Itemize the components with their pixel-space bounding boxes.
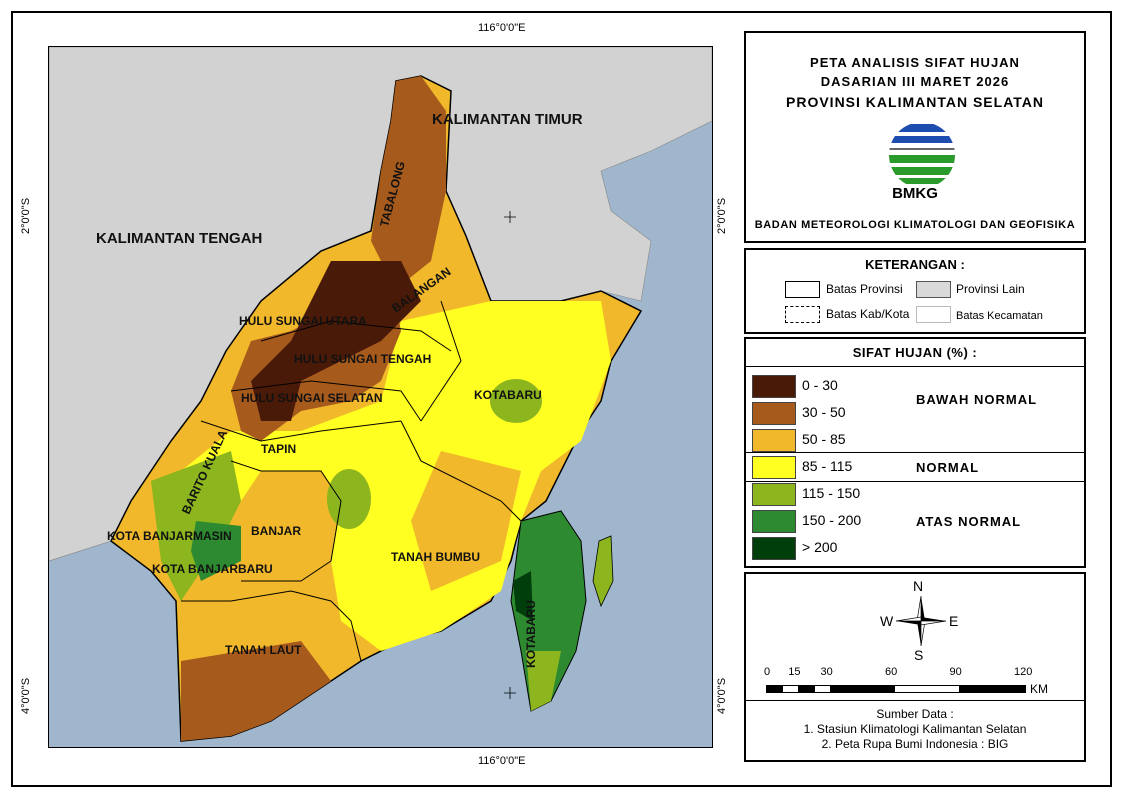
legend-label: 50 - 85 (802, 431, 846, 447)
keterangan-panel: KETERANGAN : Batas Provinsi Provinsi Lai… (744, 248, 1086, 334)
scale-tick: 30 (820, 666, 833, 678)
label-kotabaru-n: KOTABARU (474, 388, 542, 402)
title-line-2: DASARIAN III MARET 2026 (820, 74, 1010, 89)
batas-kecamatan-label: Batas Kecamatan (956, 310, 1043, 322)
bmkg-logo-text: BMKG (892, 185, 938, 202)
batas-provinsi-label: Batas Provinsi (826, 282, 903, 296)
category-normal: NORMAL (916, 460, 980, 475)
north-label: N (913, 578, 924, 594)
label-hsu: HULU SUNGAI UTARA (239, 314, 367, 328)
lon-label-top: 116°0'0"E (478, 22, 526, 34)
east-label: E (949, 613, 959, 629)
scale-tick: 90 (949, 666, 962, 678)
legend-divider (746, 452, 1084, 453)
title-line-1: PETA ANALISIS SIFAT HUJAN (810, 55, 1020, 70)
legend-title: SIFAT HUJAN (%) : (852, 345, 978, 360)
south-label: S (914, 647, 924, 663)
zone-0-30 (251, 261, 421, 421)
west-label: W (880, 613, 894, 629)
title-line-3: PROVINSI KALIMANTAN SELATAN (786, 94, 1044, 110)
scale-bar (766, 685, 1026, 693)
legend-label: 115 - 150 (802, 485, 861, 501)
label-kotabaru-s: KOTABARU (523, 600, 538, 668)
label-tanah-bumbu: TANAH BUMBU (391, 550, 481, 564)
regency-borders (181, 300, 522, 662)
legend-label: 85 - 115 (802, 458, 853, 474)
batas-provinsi-swatch (785, 281, 820, 298)
batas-kecamatan-swatch (916, 306, 951, 323)
legend-swatch (752, 537, 796, 560)
legend-label: 30 - 50 (802, 404, 846, 420)
legend-swatch (752, 402, 796, 425)
grid-crosses (504, 211, 516, 699)
label-banjarmasin: KOTA BANJARMASIN (107, 529, 232, 543)
legend-swatch (752, 429, 796, 452)
provinsi-lain-swatch (916, 281, 951, 298)
legend-label: > 200 (802, 539, 838, 555)
batas-kab-label: Batas Kab/Kota (826, 307, 910, 321)
legend-swatch (752, 483, 796, 506)
label-tanah-laut: TANAH LAUT (225, 643, 302, 657)
zone-30-50-south (181, 641, 331, 741)
outer-border (11, 11, 1112, 787)
zone-normal-mid (411, 451, 521, 591)
label-banjar: BANJAR (251, 524, 302, 538)
zone-115-150-kotabaru (490, 379, 542, 423)
pulau-laut-south (526, 651, 561, 711)
legend-swatch (752, 456, 796, 479)
map-frame[interactable]: KALIMANTAN TIMUR KALIMANTAN TENGAH TABAL… (48, 46, 713, 748)
scale-unit: KM (1030, 682, 1048, 696)
map-svg (49, 47, 712, 742)
legend-divider (746, 481, 1084, 482)
source-title: Sumber Data : (876, 707, 954, 721)
lat-label-left-4: 4°0'0"S (20, 677, 33, 715)
label-tapin: TAPIN (261, 442, 297, 456)
lon-label-bottom: 116°0'0"E (478, 755, 526, 767)
pulau-sebuku (592, 535, 614, 608)
agency-name: BADAN METEOROLOGI KLIMATOLOGI DAN GEOFIS… (754, 219, 1076, 231)
legend-swatch (752, 510, 796, 533)
legend-label: 0 - 30 (802, 377, 838, 393)
zone-115-150-center (327, 469, 371, 529)
category-atas-normal: ATAS NORMAL (916, 514, 1022, 529)
legend-label: 150 - 200 (802, 512, 862, 528)
scale-tick: 15 (788, 666, 801, 678)
zone-150-200-west (191, 521, 241, 581)
label-banjarbaru: KOTA BANJARBARU (152, 562, 273, 576)
source-line-1: 1. Stasiun Klimatologi Kalimantan Selata… (803, 722, 1027, 736)
scale-tick: 60 (885, 666, 898, 678)
label-hss: HULU SUNGAI SELATAN (241, 391, 383, 405)
keterangan-title: KETERANGAN : (865, 257, 965, 272)
provinsi-lain-label: Provinsi Lain (956, 282, 1025, 296)
label-hst: HULU SUNGAI TENGAH (294, 352, 432, 366)
pulau-laut-dark (513, 571, 533, 621)
batas-kab-swatch (785, 306, 820, 323)
lat-label-right-4: 4°0'0"S (716, 677, 729, 715)
source-line-2: 2. Peta Rupa Bumi Indonesia : BIG (821, 737, 1009, 751)
sifat-hujan-legend: SIFAT HUJAN (%) : 0 - 30 30 - 50 50 - 85 85… (744, 337, 1086, 568)
scale-panel: N S W E 0 15 30 60 90 120 KM Sumber Data : 1.… (744, 572, 1086, 762)
bmkg-logo (889, 122, 955, 188)
category-bawah-normal: BAWAH NORMAL (916, 392, 1038, 407)
lat-label-left-2: 2°0'0"S (20, 197, 33, 235)
scale-tick: 0 (764, 666, 771, 678)
legend-swatch (752, 375, 796, 398)
north-arrow-icon (895, 595, 947, 647)
label-kaltim: KALIMANTAN TIMUR (432, 111, 583, 128)
title-panel: PETA ANALISIS SIFAT HUJAN DASARIAN III M… (744, 31, 1086, 243)
lat-label-right-2: 2°0'0"S (716, 197, 729, 235)
scale-tick: 120 (1014, 666, 1033, 678)
label-kalteng: KALIMANTAN TENGAH (96, 230, 263, 247)
